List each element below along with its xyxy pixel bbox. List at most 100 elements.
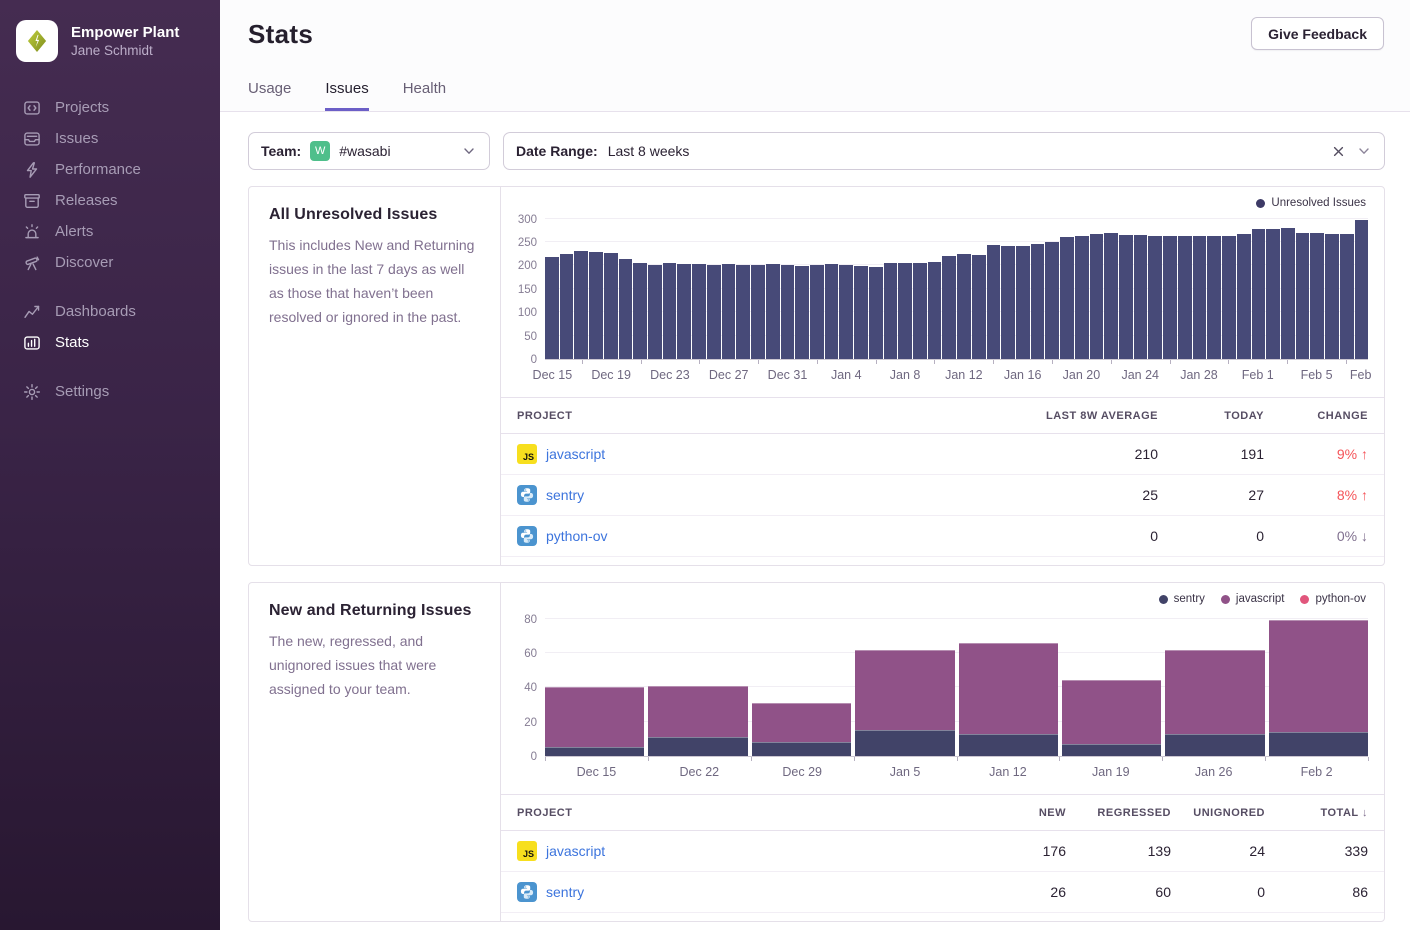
unresolved-issues-bar[interactable] — [1060, 237, 1074, 359]
unresolved-issues-bar[interactable] — [751, 265, 765, 359]
unresolved-issues-bar[interactable] — [1266, 229, 1280, 359]
unresolved-issues-bar[interactable] — [942, 256, 956, 359]
unresolved-issues-bar[interactable] — [722, 264, 736, 359]
unresolved-issues-bar[interactable] — [928, 262, 942, 359]
unresolved-issues-bar[interactable] — [736, 265, 750, 359]
panel-all-unresolved-issues: All Unresolved Issues This includes New … — [248, 186, 1385, 566]
stacked-bar[interactable] — [1062, 611, 1161, 756]
unresolved-issues-bar[interactable] — [1001, 246, 1015, 359]
unresolved-issues-bar[interactable] — [1104, 233, 1118, 359]
unresolved-issues-bar[interactable] — [545, 257, 559, 359]
stacked-bar[interactable] — [752, 611, 851, 756]
unresolved-issues-bar[interactable] — [1340, 234, 1354, 359]
tab-issues[interactable]: Issues — [325, 80, 368, 111]
legend-item-javascript[interactable]: javascript — [1221, 593, 1285, 605]
x-tick-label: Feb — [1350, 368, 1372, 382]
stacked-bar[interactable] — [1269, 611, 1368, 756]
unresolved-issues-bar[interactable] — [1193, 236, 1207, 359]
unresolved-issues-bar[interactable] — [957, 254, 971, 359]
unresolved-issues-bar[interactable] — [1031, 244, 1045, 359]
stacked-bar[interactable] — [545, 611, 644, 756]
unresolved-issues-bar[interactable] — [781, 265, 795, 359]
unresolved-issues-bar[interactable] — [707, 265, 721, 359]
sidebar-item-issues[interactable]: Issues — [0, 123, 220, 154]
sidebar-item-dashboards[interactable]: Dashboards — [0, 296, 220, 327]
unresolved-issues-bar[interactable] — [766, 264, 780, 359]
unresolved-issues-bar[interactable] — [1355, 220, 1369, 359]
sidebar-item-stats[interactable]: Stats — [0, 327, 220, 358]
axis-tick — [751, 757, 752, 761]
unresolved-issues-bar[interactable] — [633, 263, 647, 359]
sidebar-item-alerts[interactable]: Alerts — [0, 216, 220, 247]
unresolved-issues-bar[interactable] — [560, 254, 574, 359]
team-select[interactable]: Team: W #wasabi — [248, 132, 490, 170]
unresolved-issues-bar[interactable] — [1119, 235, 1133, 359]
unresolved-issues-bar[interactable] — [795, 266, 809, 359]
unresolved-issues-bar[interactable] — [589, 252, 603, 359]
unresolved-issues-bar[interactable] — [1222, 236, 1236, 359]
sidebar-item-label: Dashboards — [55, 303, 136, 320]
sidebar-item-releases[interactable]: Releases — [0, 185, 220, 216]
unresolved-issues-bar[interactable] — [1134, 235, 1148, 359]
unresolved-issues-bar[interactable] — [1252, 229, 1266, 359]
unresolved-issues-bar[interactable] — [677, 264, 691, 359]
unresolved-issues-bar[interactable] — [1045, 242, 1059, 359]
unresolved-issues-bar[interactable] — [1325, 234, 1339, 359]
clear-icon[interactable] — [1330, 143, 1346, 159]
unresolved-issues-bar[interactable] — [913, 263, 927, 359]
unresolved-issues-bar[interactable] — [1075, 236, 1089, 359]
nav-group-gap — [0, 278, 220, 296]
project-link-sentry[interactable]: sentry — [546, 884, 584, 900]
stacked-bar[interactable] — [855, 611, 954, 756]
unresolved-issues-bar[interactable] — [1281, 228, 1295, 359]
date-range-select[interactable]: Date Range: Last 8 weeks — [503, 132, 1385, 170]
legend-item-python-ov[interactable]: python-ov — [1300, 593, 1366, 605]
stacked-bar[interactable] — [1165, 611, 1264, 756]
project-link-javascript[interactable]: javascript — [546, 843, 605, 859]
stacked-bar[interactable] — [959, 611, 1058, 756]
unresolved-issues-bar[interactable] — [1237, 234, 1251, 359]
unresolved-issues-bar[interactable] — [1090, 234, 1104, 359]
unresolved-issues-bar[interactable] — [1310, 233, 1324, 359]
unresolved-issues-bar[interactable] — [1207, 236, 1221, 359]
axis-tick — [1287, 360, 1288, 364]
unresolved-issues-bar[interactable] — [574, 251, 588, 359]
x-tick-label: Jan 19 — [1092, 765, 1130, 779]
unresolved-issues-bar[interactable] — [1296, 233, 1310, 359]
tab-usage[interactable]: Usage — [248, 80, 291, 111]
project-link-javascript[interactable]: javascript — [546, 446, 605, 462]
unresolved-issues-bar[interactable] — [1148, 236, 1162, 359]
project-link-python-ov[interactable]: python-ov — [546, 528, 607, 544]
legend-item-unresolved-issues[interactable]: Unresolved Issues — [1256, 197, 1366, 209]
unresolved-issues-bar[interactable] — [1178, 236, 1192, 359]
unresolved-issues-bar[interactable] — [692, 264, 706, 359]
unresolved-issues-bar[interactable] — [884, 263, 898, 359]
unresolved-issues-bar[interactable] — [663, 263, 677, 359]
legend-item-sentry[interactable]: sentry — [1159, 593, 1205, 605]
unresolved-issues-bar[interactable] — [604, 253, 618, 359]
sidebar-item-discover[interactable]: Discover — [0, 247, 220, 278]
sidebar-item-settings[interactable]: Settings — [0, 376, 220, 407]
sidebar-item-performance[interactable]: Performance — [0, 154, 220, 185]
unresolved-issues-bar[interactable] — [869, 267, 883, 359]
unresolved-issues-bar[interactable] — [810, 265, 824, 359]
axis-tick — [1228, 360, 1229, 364]
give-feedback-button[interactable]: Give Feedback — [1251, 17, 1384, 50]
unresolved-issues-bar[interactable] — [1016, 246, 1030, 359]
sidebar-item-projects[interactable]: Projects — [0, 92, 220, 123]
column-header-project: PROJECT — [517, 807, 962, 819]
project-link-sentry[interactable]: sentry — [546, 487, 584, 503]
unresolved-issues-bar[interactable] — [898, 263, 912, 359]
stacked-bar[interactable] — [648, 611, 747, 756]
unresolved-issues-bar[interactable] — [987, 245, 1001, 359]
tab-health[interactable]: Health — [403, 80, 446, 111]
unresolved-issues-bar[interactable] — [825, 264, 839, 359]
unresolved-issues-bar[interactable] — [972, 255, 986, 359]
unresolved-issues-bar[interactable] — [1163, 236, 1177, 359]
column-header-total[interactable]: TOTAL ↓ — [1265, 807, 1368, 819]
org-switcher[interactable]: Empower Plant Jane Schmidt — [0, 0, 220, 92]
unresolved-issues-bar[interactable] — [839, 265, 853, 359]
unresolved-issues-bar[interactable] — [619, 259, 633, 359]
unresolved-issues-bar[interactable] — [648, 265, 662, 359]
unresolved-issues-bar[interactable] — [854, 266, 868, 359]
